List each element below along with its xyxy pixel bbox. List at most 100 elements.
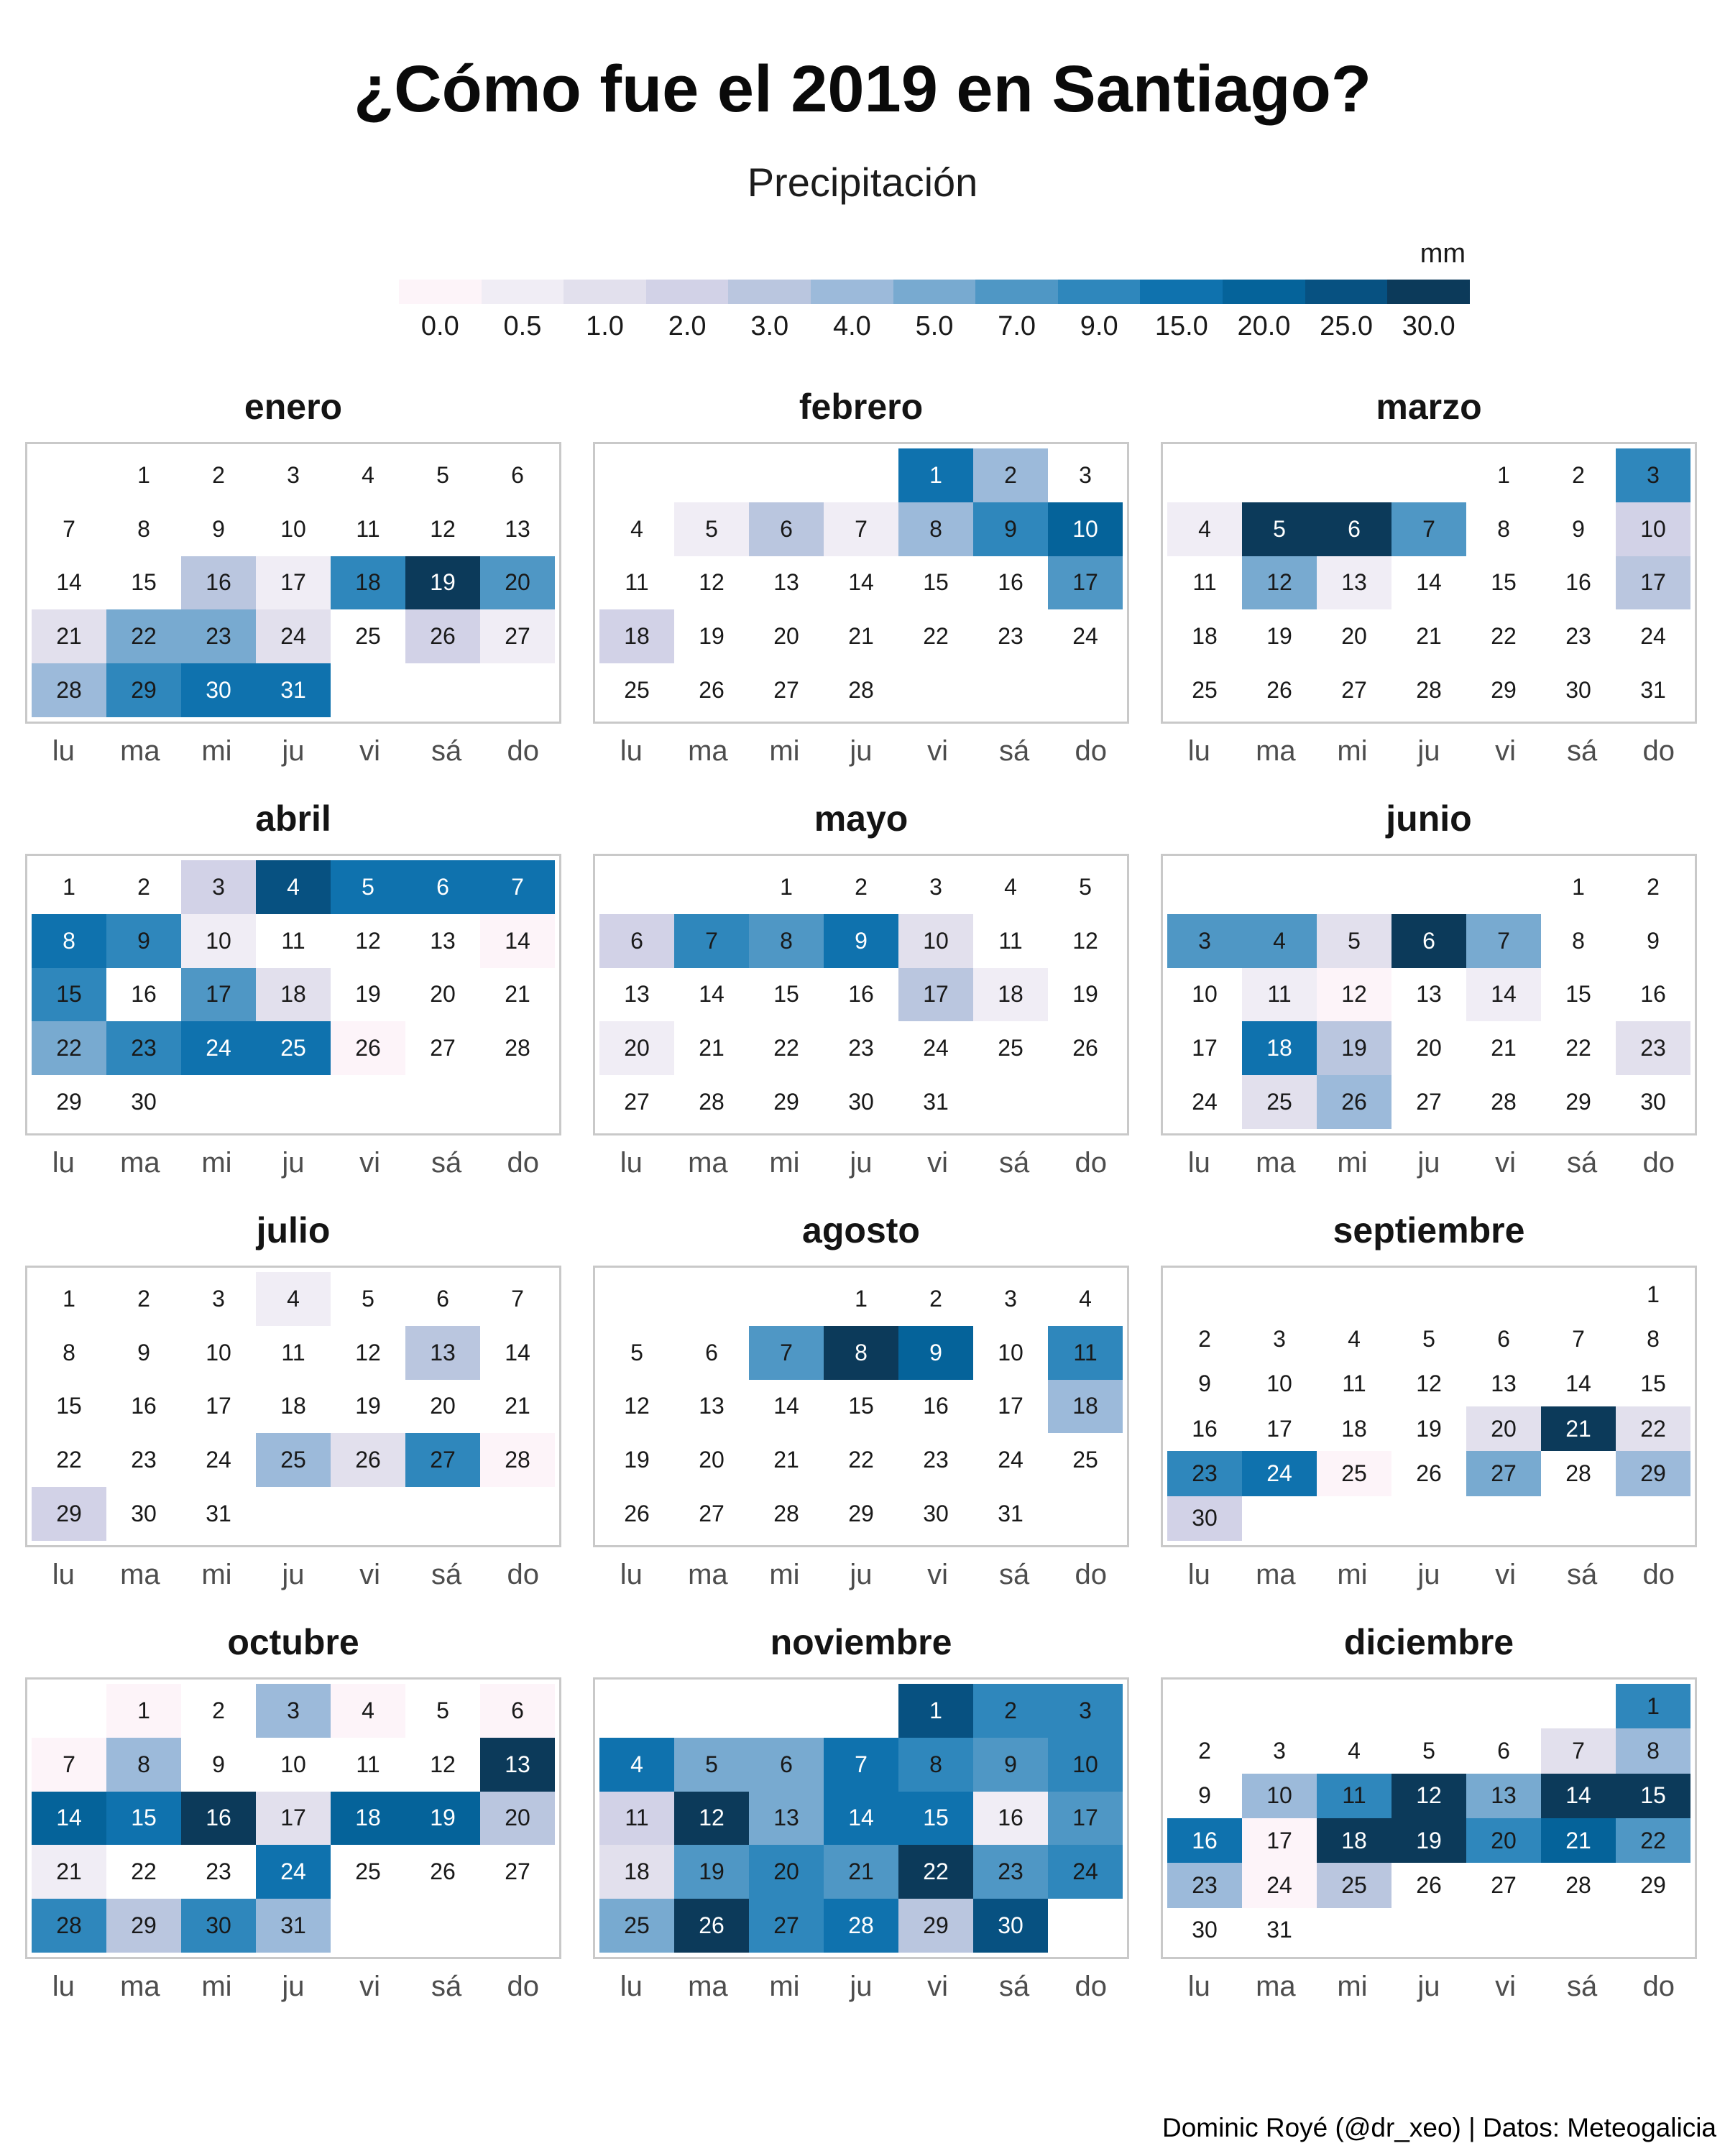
day-cell: 18 <box>1317 1406 1392 1452</box>
day-cell: 27 <box>1466 1863 1541 1908</box>
day-cell: 18 <box>599 609 674 664</box>
day-cell: 30 <box>106 1487 181 1541</box>
day-cell: 6 <box>1317 502 1392 556</box>
weekday-labels: lu ma mi ju vi sá do <box>593 1559 1129 1591</box>
day-cell: 16 <box>824 967 898 1022</box>
weekday-label: sá <box>1567 1147 1598 1179</box>
legend-segment <box>481 280 564 304</box>
legend-segment <box>811 280 893 304</box>
day-cell: 27 <box>1392 1075 1466 1129</box>
day-cell: 8 <box>749 913 824 968</box>
day-cell: 16 <box>181 556 256 610</box>
weekday-label: mi <box>1337 1559 1368 1590</box>
day-cell: 17 <box>256 556 331 610</box>
day-cell: 2 <box>1616 860 1690 914</box>
day-cell: 11 <box>973 913 1048 968</box>
day-cell: 1 <box>106 1684 181 1738</box>
day-cell: 19 <box>331 1379 405 1434</box>
weekday-label: ju <box>1417 735 1440 767</box>
weekday-label: do <box>507 1559 539 1590</box>
weekday-label: ju <box>282 1147 305 1179</box>
day-cell: 2 <box>973 448 1048 502</box>
day-cell: 9 <box>181 1737 256 1792</box>
weekday-label: mi <box>201 1971 232 2002</box>
day-cell: 16 <box>1167 1406 1242 1452</box>
day-cell: 3 <box>973 1272 1048 1326</box>
day-cell: 26 <box>1048 1021 1123 1076</box>
day-cell: 13 <box>1466 1773 1541 1818</box>
weekday-label: lu <box>1187 1971 1210 2002</box>
weekday-label: do <box>1075 1147 1107 1179</box>
day-cell: 15 <box>898 556 973 610</box>
month-title: septiembre <box>1333 1210 1525 1250</box>
day-cell: 1 <box>898 448 973 502</box>
day-cell: 9 <box>973 502 1048 556</box>
day-cell: 1 <box>106 448 181 502</box>
day-grid: 1 2 3 4 5 6 7 8 9 10 11 12 13 14 15 16 17 18 19 20 21 22 23 24 2… <box>1167 448 1690 717</box>
day-cell: 29 <box>32 1487 106 1541</box>
day-cell: 24 <box>256 1845 331 1899</box>
day-cell: 11 <box>1167 556 1242 610</box>
day-cell: 20 <box>1392 1021 1466 1076</box>
day-cell: 8 <box>898 1737 973 1792</box>
day-cell: 7 <box>480 1272 555 1326</box>
day-cell: 2 <box>181 1684 256 1738</box>
day-cell: 28 <box>480 1433 555 1488</box>
month-diciembre: diciembre 1 2 3 4 5 6 7 8 9 10 11 12 13 14 15 16 17 18 19 20… <box>1161 1621 1697 2003</box>
weekday-label: vi <box>359 1971 380 2002</box>
day-cell: 21 <box>1541 1406 1616 1452</box>
day-cell: 1 <box>32 860 106 914</box>
day-cell: 30 <box>973 1899 1048 1953</box>
day-cell: 6 <box>674 1325 749 1380</box>
month-title: agosto <box>802 1210 920 1250</box>
day-cell: 27 <box>599 1075 674 1129</box>
weekday-label: do <box>1075 735 1107 767</box>
day-cell: 22 <box>824 1433 898 1488</box>
day-cell: 26 <box>674 1899 749 1953</box>
weekday-label: ma <box>1256 735 1296 767</box>
day-cell: 11 <box>599 1791 674 1846</box>
day-cell: 3 <box>1048 1684 1123 1738</box>
color-legend: mm 0.0 0.5 1.0 2.0 3.0 4.0 5.0 7.0 9.0 15.0 20.0 25… <box>399 239 1470 349</box>
day-cell: 16 <box>1167 1818 1242 1864</box>
day-cell: 8 <box>106 1737 181 1792</box>
day-cell: 14 <box>674 967 749 1022</box>
day-cell: 9 <box>106 913 181 968</box>
day-cell: 14 <box>824 1791 898 1846</box>
day-cell: 4 <box>1048 1272 1123 1326</box>
day-cell: 19 <box>1392 1406 1466 1452</box>
day-cell: 19 <box>674 609 749 664</box>
day-cell: 2 <box>181 448 256 502</box>
month-marzo: marzo 1 2 3 4 5 6 7 8 9 10 11 12 13 14 15 16 17 18 19 20 21 22… <box>1161 386 1697 768</box>
legend-tick-label: 3.0 <box>750 311 789 341</box>
day-cell: 25 <box>256 1433 331 1488</box>
day-cell: 8 <box>32 913 106 968</box>
day-cell: 28 <box>1541 1863 1616 1908</box>
day-cell: 7 <box>32 1737 106 1792</box>
day-cell: 1 <box>32 1272 106 1326</box>
day-cell: 30 <box>898 1487 973 1541</box>
day-cell: 18 <box>1242 1021 1317 1076</box>
day-grid: 1 2 3 4 5 6 7 8 9 10 11 12 13 14 15 16 17 18 19 20 21 22 23 24 2… <box>1167 860 1690 1129</box>
day-grid: 1 2 3 4 5 6 7 8 9 10 11 12 13 14 15 16 17 18 19 20 21 22 23 24 2… <box>599 448 1123 717</box>
weekday-label: ma <box>688 1971 728 2002</box>
day-cell: 27 <box>1466 1451 1541 1496</box>
day-cell: 14 <box>1466 967 1541 1022</box>
weekday-label: lu <box>1187 735 1210 767</box>
day-cell: 19 <box>1242 609 1317 664</box>
weekday-label: ju <box>1417 1971 1440 2002</box>
month-panel: 1 2 3 4 5 6 7 8 9 10 11 12 13 14 15 16 17 18 19 20 21 22 23 24 2… <box>25 1266 561 1547</box>
day-cell: 26 <box>1317 1075 1392 1129</box>
day-cell: 25 <box>331 1845 405 1899</box>
weekday-labels: lu ma mi ju vi sá do <box>1161 1971 1697 2003</box>
day-cell: 2 <box>106 1272 181 1326</box>
legend-segment <box>1387 280 1470 304</box>
day-cell: 16 <box>106 1379 181 1434</box>
day-cell: 2 <box>973 1684 1048 1738</box>
day-cell: 5 <box>405 448 480 502</box>
month-abril: abril 1 2 3 4 5 6 7 8 9 10 11 12 13 14 15 16 17 18 19 20 21 22… <box>25 798 561 1179</box>
day-cell: 18 <box>331 1791 405 1846</box>
weekday-label: vi <box>1495 1971 1516 2002</box>
day-cell: 23 <box>106 1433 181 1488</box>
day-cell: 17 <box>973 1379 1048 1434</box>
